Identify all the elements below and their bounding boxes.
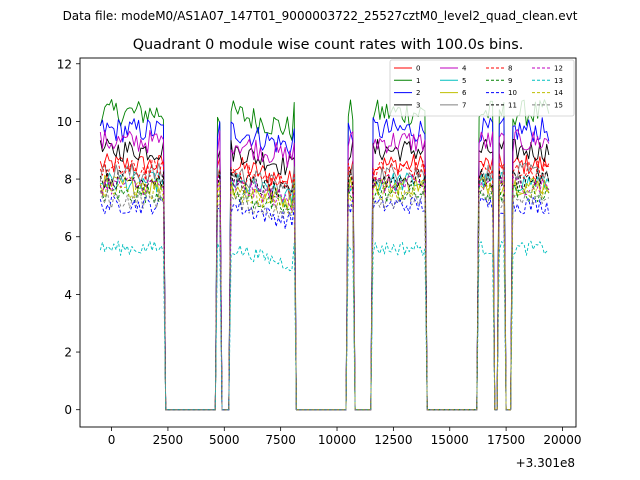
y-tick-label: 10 [57,115,72,129]
legend-label-7: 7 [462,101,466,109]
chart-title: Quadrant 0 module wise count rates with … [133,37,524,53]
legend-label-6: 6 [462,89,467,97]
x-axis: 0 2500 5000 7500 10000 12500 15000 17500 20000 [108,427,582,447]
y-tick-label: 2 [64,346,72,360]
series-line-15 [99,189,550,411]
legend-label-3: 3 [416,101,420,109]
legend-label-11: 11 [508,101,517,109]
x-offset-label: +3.301e8 [516,456,575,470]
x-tick-label: 10000 [318,433,356,447]
x-tick-label: 12500 [374,433,412,447]
x-tick-label: 2500 [153,433,184,447]
y-tick-label: 8 [64,173,72,187]
y-axis: 0 2 4 6 8 10 12 [57,57,80,417]
legend-label-9: 9 [508,77,512,85]
x-tick-label: 5000 [209,433,240,447]
figure-suptitle: Data file: modeM0/AS1A07_147T01_90000037… [63,9,578,23]
legend-label-4: 4 [462,65,467,73]
plot-area [79,57,577,428]
x-tick-label: 15000 [431,433,469,447]
legend-label-2: 2 [416,89,420,97]
legend-label-0: 0 [416,65,420,73]
axes-frame [79,57,577,428]
x-tick-label: 17500 [487,433,525,447]
legend-label-15: 15 [554,101,563,109]
x-tick-label: 20000 [543,433,581,447]
legend-label-8: 8 [508,65,512,73]
legend-label-10: 10 [508,89,517,97]
legend-label-12: 12 [554,65,563,73]
y-tick-label: 12 [57,57,72,71]
y-tick-label: 0 [64,403,72,417]
legend-label-5: 5 [462,77,466,85]
legend-label-1: 1 [416,77,420,85]
legend-label-13: 13 [554,77,563,85]
series-layer [99,99,550,411]
legend-box [389,59,575,117]
x-tick-label: 0 [108,433,116,447]
legend-label-14: 14 [554,89,563,97]
y-tick-label: 6 [64,230,72,244]
series-line-13 [99,240,549,411]
x-tick-label: 7500 [265,433,296,447]
y-tick-label: 4 [64,288,72,302]
